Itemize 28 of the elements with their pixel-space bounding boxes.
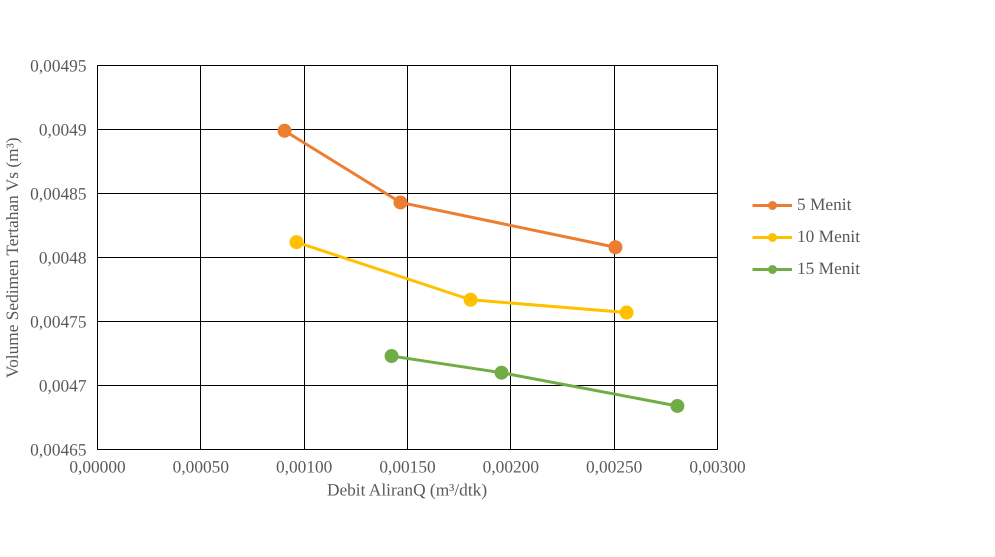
point (620, 306, 634, 320)
x-tick-label: 0,00200 (482, 458, 540, 476)
y-tick-label: 0,0049 (38, 120, 87, 140)
y-axis-title: Volume Sedimen Tertahan Vs (m³) (3, 137, 22, 378)
y-tick-label: 0,00495 (30, 56, 87, 76)
legend-label: 15 Menit (797, 259, 860, 279)
x-tick-label: 0,00250 (586, 458, 642, 476)
y-tick-label: 0,00475 (30, 312, 87, 332)
point (384, 349, 399, 364)
y-tick-label: 0,00465 (30, 440, 87, 460)
point (278, 124, 292, 138)
legend-label: 5 Menit (797, 195, 852, 215)
x-tick-label: 0,00050 (172, 458, 230, 476)
x-tick-label: 0,00150 (379, 458, 436, 476)
point (608, 240, 622, 254)
point (290, 235, 304, 250)
legend-label: 10 Menit (797, 227, 860, 247)
x-tick-label: 0,00300 (689, 458, 746, 476)
point (464, 292, 478, 307)
x-axis-title: Debit AliranQ (m³/dtk) (326, 480, 488, 500)
y-tick-label: 0,00485 (30, 184, 87, 204)
y-tick-label: 0,0047 (38, 376, 87, 396)
x-tick-label: 0,00100 (276, 458, 332, 476)
point (393, 195, 408, 210)
x-tick-label: 0,00000 (69, 458, 126, 476)
point (494, 366, 509, 380)
y-tick-label: 0,0048 (38, 248, 87, 268)
point (670, 398, 684, 413)
